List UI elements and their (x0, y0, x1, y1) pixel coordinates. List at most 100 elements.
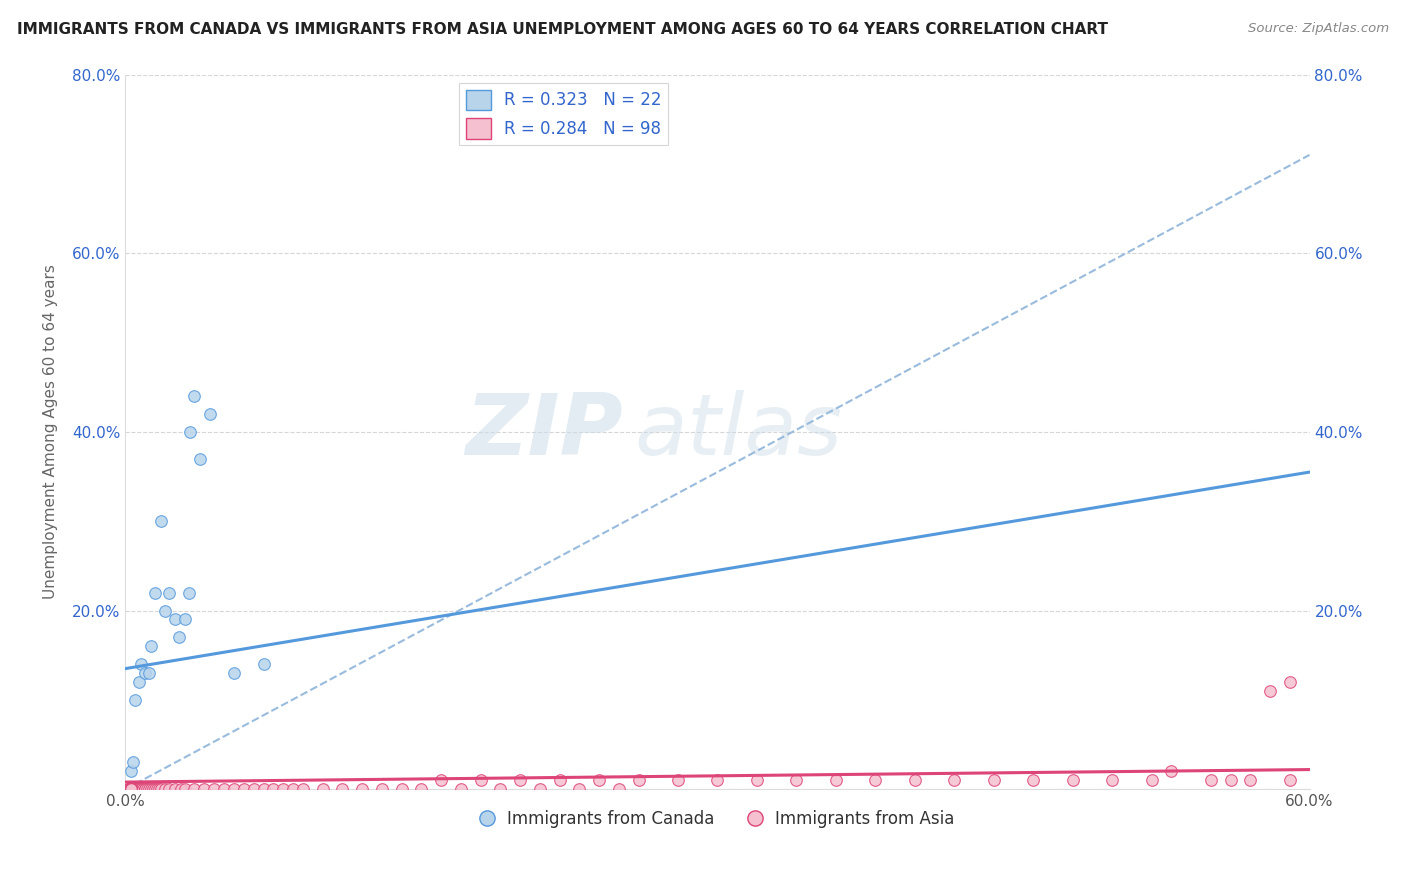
Point (193, 782, 215, 797)
Point (129, 782, 152, 797)
Point (1278, 773, 1301, 788)
Point (163, 612, 186, 626)
Point (142, 782, 165, 797)
Point (124, 782, 146, 797)
Point (122, 782, 145, 797)
Point (120, 782, 142, 797)
Point (129, 782, 152, 797)
Point (129, 657, 152, 672)
Point (588, 773, 610, 788)
Point (548, 773, 571, 788)
Point (291, 782, 314, 797)
Point (148, 782, 170, 797)
Point (1258, 684, 1281, 698)
Point (134, 782, 156, 797)
Point (120, 782, 142, 797)
Point (118, 782, 141, 797)
Point (120, 782, 142, 797)
Point (212, 782, 235, 797)
Point (118, 782, 141, 797)
Point (865, 773, 887, 788)
Point (138, 782, 160, 797)
Point (118, 782, 141, 797)
Point (281, 782, 304, 797)
Point (222, 782, 245, 797)
Point (430, 773, 453, 788)
Point (332, 782, 354, 797)
Point (118, 782, 141, 797)
Point (470, 773, 492, 788)
Point (153, 603, 176, 617)
Point (118, 782, 141, 797)
Point (352, 782, 374, 797)
Point (706, 773, 728, 788)
Text: Source: ZipAtlas.com: Source: ZipAtlas.com (1249, 22, 1389, 36)
Point (132, 782, 155, 797)
Point (139, 782, 162, 797)
Point (222, 666, 245, 681)
Point (1278, 675, 1301, 690)
Point (173, 612, 195, 626)
Point (122, 756, 145, 770)
Point (190, 451, 212, 466)
Point (450, 782, 472, 797)
Point (122, 782, 145, 797)
Point (179, 425, 201, 439)
Point (232, 782, 254, 797)
Point (120, 782, 142, 797)
Point (157, 585, 180, 599)
Point (371, 782, 394, 797)
Point (118, 782, 141, 797)
Point (1101, 773, 1123, 788)
Point (1062, 773, 1084, 788)
Point (120, 782, 142, 797)
Text: IMMIGRANTS FROM CANADA VS IMMIGRANTS FROM ASIA UNEMPLOYMENT AMONG AGES 60 TO 64 : IMMIGRANTS FROM CANADA VS IMMIGRANTS FRO… (17, 22, 1108, 37)
Text: atlas: atlas (634, 391, 842, 474)
Point (146, 782, 169, 797)
Text: ZIP: ZIP (465, 391, 623, 474)
Point (120, 782, 142, 797)
Point (1219, 773, 1241, 788)
Point (183, 782, 205, 797)
Point (489, 782, 512, 797)
Point (136, 782, 159, 797)
Point (143, 782, 166, 797)
Point (127, 782, 149, 797)
Point (149, 514, 172, 528)
Point (607, 782, 630, 797)
Point (666, 773, 689, 788)
Point (134, 782, 156, 797)
Point (128, 675, 150, 690)
Point (118, 782, 141, 797)
Point (167, 631, 190, 645)
Point (262, 782, 284, 797)
Point (1160, 764, 1182, 779)
Point (128, 782, 150, 797)
Point (143, 585, 166, 599)
Point (391, 782, 413, 797)
Point (118, 782, 141, 797)
Point (139, 640, 162, 654)
Point (120, 782, 142, 797)
Point (124, 693, 146, 707)
Point (529, 782, 551, 797)
Point (120, 782, 142, 797)
Point (745, 773, 768, 788)
Point (983, 773, 1005, 788)
Point (124, 782, 146, 797)
Point (271, 782, 294, 797)
Legend: Immigrants from Canada, Immigrants from Asia: Immigrants from Canada, Immigrants from … (474, 803, 960, 835)
Point (120, 782, 142, 797)
Point (127, 782, 149, 797)
Point (904, 773, 927, 788)
Point (1140, 773, 1163, 788)
Point (252, 657, 274, 672)
Point (1199, 773, 1222, 788)
Point (120, 782, 142, 797)
Point (824, 773, 846, 788)
Point (173, 782, 195, 797)
Point (120, 782, 142, 797)
Point (509, 773, 531, 788)
Point (120, 764, 142, 779)
Point (312, 782, 335, 797)
